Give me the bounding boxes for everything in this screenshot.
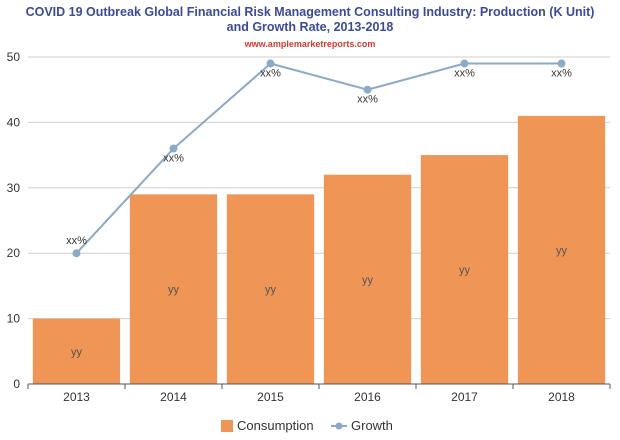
y-tick-label: 30 [7,181,21,195]
bar-labels: yy yy yy yy yy yy [71,245,568,358]
chart-title-line1: COVID 19 Outbreak Global Financial Risk … [26,5,595,19]
growth-data-label: xx% [66,235,87,247]
growth-data-label: xx% [357,94,378,106]
bar-data-label: yy [71,346,83,358]
growth-data-label: xx% [260,68,281,80]
bar [323,174,412,384]
growth-point [169,144,178,153]
x-tick-label: 2016 [354,390,381,404]
y-tick-label: 50 [7,50,21,64]
bar [32,318,121,384]
x-tick-label: 2014 [160,390,187,404]
x-tick-label: 2017 [451,390,478,404]
bars [32,115,606,385]
growth-point [266,59,275,68]
bar [226,194,315,384]
legend-consumption-label: Consumption [237,418,314,433]
growth-point [557,59,566,68]
bar-data-label: yy [362,274,374,286]
bar-data-label: yy [459,265,471,277]
bar [517,115,606,385]
legend-growth-label: Growth [351,418,393,433]
bar [420,155,509,384]
bar-data-label: yy [168,284,180,296]
growth-point [460,59,469,68]
bar-data-label: yy [265,284,277,296]
line-series: xx% xx% xx% xx% xx% xx% [66,59,572,258]
legend-growth-marker [335,422,343,430]
legend: Consumption Growth [221,418,393,433]
growth-point [72,249,81,258]
y-tick-label: 40 [7,115,21,129]
y-tick-label: 20 [7,246,21,260]
growth-data-label: xx% [163,153,184,165]
bar-data-label: yy [556,245,568,257]
growth-line [75,62,562,254]
bar [129,194,218,384]
axes: 0 10 20 30 40 50 2013 2014 2015 2016 2017 2018 [7,50,611,404]
x-tick-label: 2018 [548,390,575,404]
chart-source: www.amplemarketreports.com [244,39,376,49]
y-tick-label: 0 [13,377,20,391]
x-tick-label: 2015 [257,390,284,404]
growth-data-label: xx% [454,68,475,80]
legend-consumption-swatch [221,420,233,432]
growth-point [363,85,372,94]
growth-data-label: xx% [551,68,572,80]
x-tick-label: 2013 [63,390,90,404]
y-tick-label: 10 [7,312,21,326]
grid [28,56,610,320]
chart-title-line2: and Growth Rate, 2013-2018 [227,20,394,34]
